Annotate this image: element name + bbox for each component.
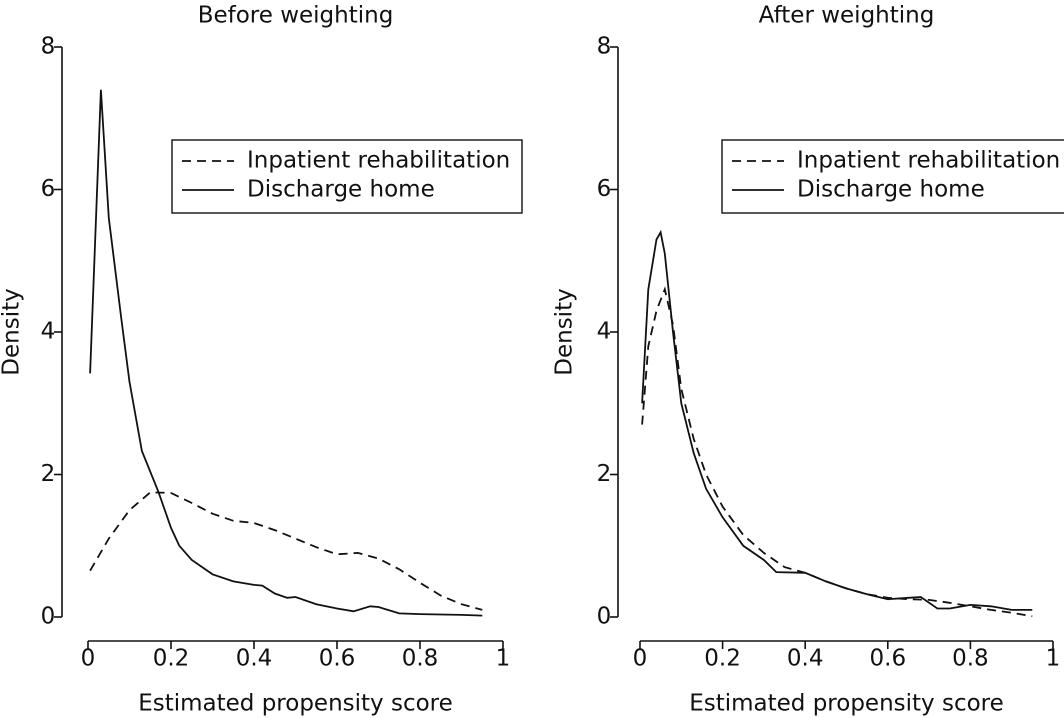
x-tick-label: 0.8 xyxy=(402,646,439,672)
data-line xyxy=(89,491,483,611)
y-tick-label: 0 xyxy=(41,604,56,630)
y-tick-label: 6 xyxy=(597,176,612,202)
y-tick-label: 2 xyxy=(597,461,612,487)
y-axis-label: Density xyxy=(552,288,578,375)
y-tick-label: 0 xyxy=(597,604,612,630)
x-tick-label: 0.4 xyxy=(236,646,273,672)
data-line xyxy=(89,89,483,617)
x-axis-label: Estimated propensity score xyxy=(689,691,1004,717)
x-tick-label: 0.2 xyxy=(153,646,190,672)
x-tick-label: 1 xyxy=(496,646,511,672)
y-tick-label: 2 xyxy=(41,461,56,487)
chart-title: Before weighting xyxy=(198,3,394,29)
legend-box xyxy=(171,139,523,214)
legend-label: Discharge home xyxy=(247,177,435,203)
x-tick-label: 0 xyxy=(633,646,648,672)
x-tick-label: 0 xyxy=(81,646,96,672)
data-line xyxy=(641,286,1033,618)
y-tick-label: 4 xyxy=(597,319,612,345)
y-tick-label: 6 xyxy=(41,176,56,202)
x-tick-label: 0.2 xyxy=(704,646,741,672)
data-line xyxy=(641,229,1033,611)
legend-box xyxy=(721,139,1064,214)
y-tick-label: 8 xyxy=(41,34,56,60)
y-tick-label: 4 xyxy=(41,319,56,345)
x-tick-label: 0.6 xyxy=(319,646,356,672)
x-tick-label: 1 xyxy=(1046,646,1061,672)
legend-label: Inpatient rehabilitation xyxy=(797,148,1060,174)
x-tick-label: 0.6 xyxy=(870,646,907,672)
chart-title: After weighting xyxy=(759,3,935,29)
x-tick-label: 0.4 xyxy=(787,646,824,672)
x-tick-label: 0.8 xyxy=(952,646,989,672)
legend-label: Discharge home xyxy=(797,177,985,203)
y-tick-label: 8 xyxy=(597,34,612,60)
legend-label: Inpatient rehabilitation xyxy=(247,148,510,174)
y-axis-label: Density xyxy=(0,288,25,375)
x-axis-label: Estimated propensity score xyxy=(138,691,453,717)
